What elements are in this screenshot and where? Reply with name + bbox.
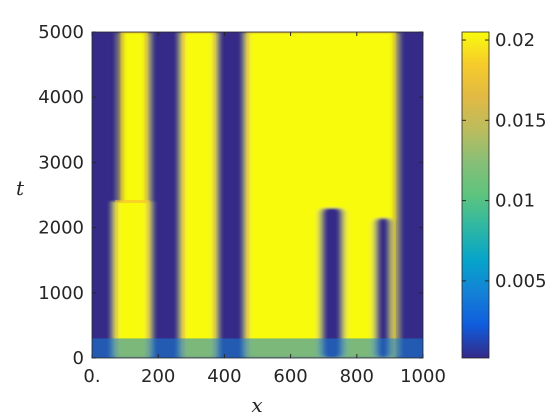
field-layer <box>92 32 423 358</box>
colorbar-tick-label: 0.005 <box>495 271 547 292</box>
high-region-0 <box>114 201 150 358</box>
x-tick-label: 1000 <box>400 366 446 387</box>
y-tick-label: 0 <box>73 348 84 369</box>
y-tick-label: 2000 <box>38 218 84 239</box>
y-tick-label: 3000 <box>38 152 84 173</box>
plot-frame <box>91 31 424 359</box>
band-edge-1 <box>120 32 148 204</box>
colorbar-tick-label: 0.015 <box>495 110 547 131</box>
x-tick-label: 0. <box>83 366 100 387</box>
colorbar-tick-label: 0.02 <box>495 30 535 51</box>
low-region-3 <box>320 208 344 358</box>
high-region-2 <box>181 32 217 358</box>
colorbar-gradient <box>462 32 489 358</box>
low-region-4 <box>375 217 392 358</box>
colorbar-ticks: 0.005 0.01 0.015 0.02 <box>462 30 547 292</box>
y-tick-label: 1000 <box>38 283 84 304</box>
band-edge-3 <box>246 32 397 358</box>
plot-area <box>91 31 424 359</box>
y-tick-label: 4000 <box>38 87 84 108</box>
x-axis-label: x <box>251 393 262 417</box>
colorbar-frame <box>461 31 490 359</box>
low-region-5 <box>399 32 423 358</box>
x-axis: 0. 200 400 600 800 1000 <box>83 32 446 387</box>
x-tick-label: 800 <box>340 366 374 387</box>
y-tick-label: 5000 <box>38 22 84 43</box>
x-tick-label: 200 <box>141 366 175 387</box>
high-region-1 <box>120 32 149 202</box>
low-region-0 <box>92 32 115 358</box>
colorbar-tick-label: 0.01 <box>495 191 535 212</box>
initial-transient-strip <box>92 338 423 358</box>
colorbar: 0.005 0.01 0.015 0.02 <box>461 30 547 359</box>
band-edge-2 <box>181 32 216 358</box>
band-edge-0 <box>115 200 150 358</box>
x-tick-label: 400 <box>207 366 241 387</box>
halo-layer <box>92 32 423 358</box>
low-region-2 <box>216 32 246 358</box>
y-axis: 0 1000 2000 3000 4000 5000 <box>38 22 423 369</box>
x-tick-label: 600 <box>273 366 307 387</box>
low-region-1 <box>149 32 182 358</box>
y-axis-label: t <box>16 176 25 200</box>
